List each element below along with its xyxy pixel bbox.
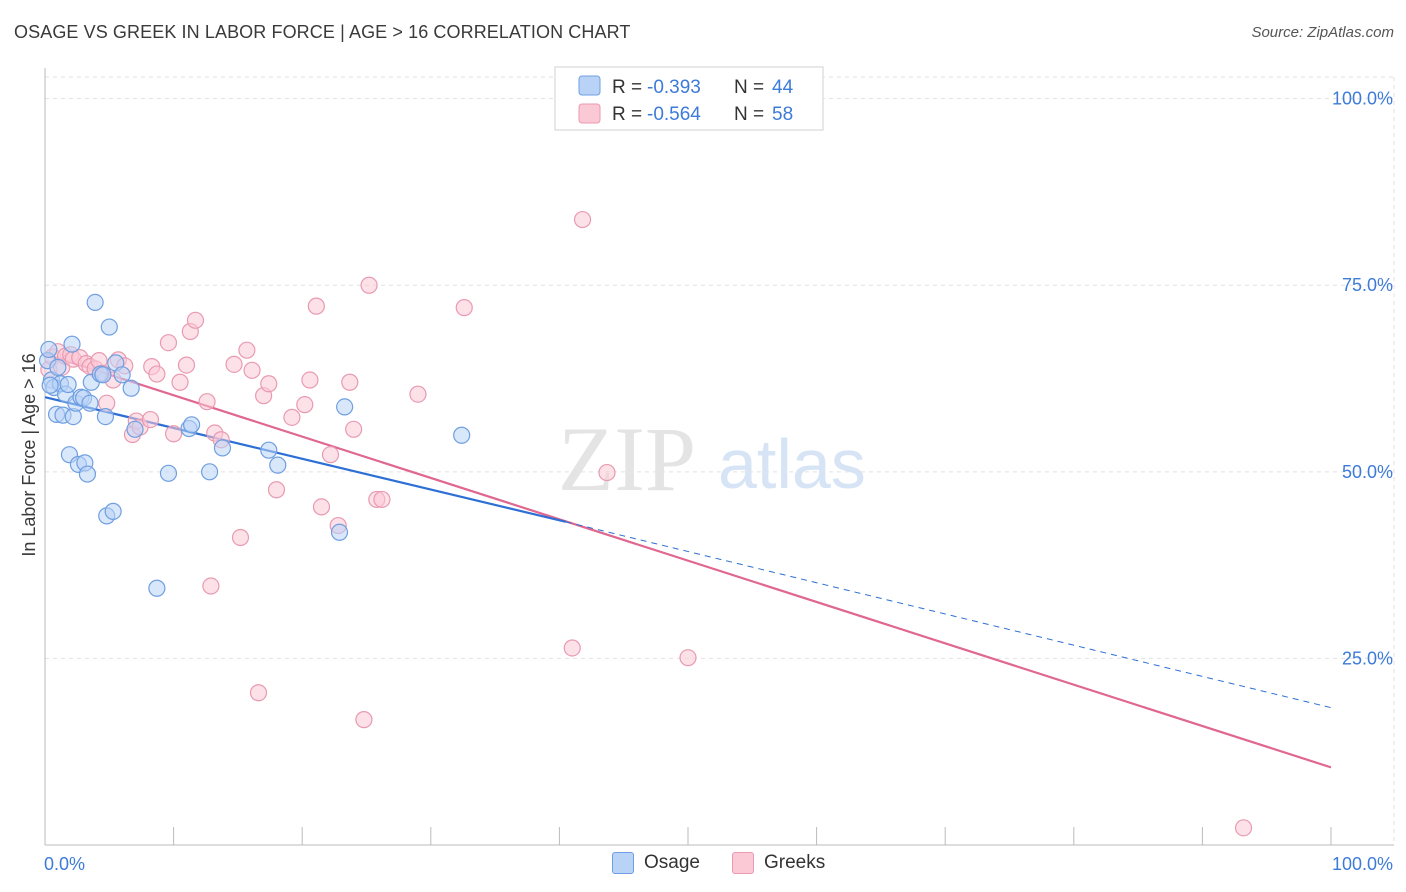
osage-point xyxy=(100,318,118,336)
osage-point xyxy=(41,376,59,394)
greeks-point xyxy=(312,498,331,516)
greeks-point xyxy=(563,639,581,657)
legend-r-value-2: -0.564 xyxy=(647,104,701,125)
legend-item-osage[interactable]: Osage xyxy=(612,852,700,874)
legend-n-value-1: 44 xyxy=(772,77,794,98)
osage-point xyxy=(49,358,67,376)
greeks-point xyxy=(249,684,268,702)
greeks-point xyxy=(260,375,278,393)
osage-point xyxy=(81,394,99,412)
legend-n-label-1: N = xyxy=(734,77,764,98)
osage-point xyxy=(453,426,471,444)
osage-point xyxy=(260,441,278,459)
greeks-point xyxy=(296,396,314,414)
greeks-point xyxy=(283,408,301,426)
osage-point xyxy=(122,379,140,397)
greeks-point xyxy=(679,649,697,667)
osage-point xyxy=(63,335,81,353)
y-tick-label: 100.0% xyxy=(1332,89,1393,109)
y-axis-label: In Labor Force | Age > 16 xyxy=(19,353,39,556)
legend-r-label-1: R = xyxy=(612,77,642,98)
greeks-point xyxy=(267,481,286,499)
legend-swatch-greeks xyxy=(578,103,601,124)
greeks-point xyxy=(455,299,473,317)
greeks-point xyxy=(231,528,250,547)
axes xyxy=(44,68,1394,846)
greeks-point xyxy=(360,276,378,294)
osage-point xyxy=(201,463,219,481)
osage-point xyxy=(336,398,354,416)
osage-point xyxy=(78,465,97,483)
greeks-point xyxy=(307,297,325,315)
osage-point xyxy=(59,375,77,394)
osage-point xyxy=(86,293,104,312)
y-tick-label: 25.0% xyxy=(1342,648,1393,668)
greeks-label: Greeks xyxy=(763,852,826,873)
y-tick-labels: 25.0% 50.0% 75.0% 100.0% xyxy=(1332,89,1393,669)
watermark: ZIP atlas xyxy=(558,408,866,510)
greeks-point xyxy=(1234,819,1253,837)
greeks-swatch xyxy=(731,852,754,874)
greeks-point xyxy=(141,410,160,429)
osage-point xyxy=(213,439,232,457)
watermark-atlas: atlas xyxy=(718,425,866,503)
legend-r-value-1: -0.393 xyxy=(647,77,701,98)
source-label: Source: ZipAtlas.com xyxy=(1251,24,1394,41)
greeks-point xyxy=(238,341,256,359)
greeks-point xyxy=(171,373,189,391)
legend-item-greeks[interactable]: Greeks xyxy=(731,852,826,874)
osage-point xyxy=(113,366,131,384)
greeks-point xyxy=(301,371,319,389)
greeks-point xyxy=(202,577,220,595)
osage-point xyxy=(330,523,349,541)
greeks-point xyxy=(225,355,243,373)
greeks-point xyxy=(198,393,216,411)
greeks-point xyxy=(373,490,391,509)
greeks-point xyxy=(243,361,261,379)
osage-point xyxy=(159,464,178,482)
x-tick-label: 0.0% xyxy=(44,854,85,874)
greeks-point xyxy=(159,334,178,352)
greeks-points xyxy=(40,210,1253,837)
osage-swatch xyxy=(612,852,634,874)
greeks-trend-line xyxy=(44,352,1332,769)
greeks-point xyxy=(345,420,363,438)
osage-point xyxy=(40,340,58,359)
greeks-point xyxy=(409,385,427,403)
chart-title: OSAGE VS GREEK IN LABOR FORCE | AGE > 16… xyxy=(14,22,631,42)
greeks-point xyxy=(165,425,183,443)
bottom-legend: Osage Greeks xyxy=(612,852,857,874)
greeks-point xyxy=(573,210,592,229)
greeks-point xyxy=(148,365,166,383)
greeks-point xyxy=(341,373,359,391)
legend-n-label-2: N = xyxy=(734,104,764,125)
legend-swatch-osage xyxy=(578,75,601,96)
x-tick-labels: 0.0% 100.0% xyxy=(44,854,1393,874)
osage-point xyxy=(269,456,287,474)
legend-r-label-2: R = xyxy=(612,104,642,125)
osage-point xyxy=(148,579,166,597)
osage-point xyxy=(96,408,115,426)
legend-n-value-2: 58 xyxy=(772,104,793,125)
stats-legend: R = -0.393 N = 44 R = -0.564 N = 58 xyxy=(554,66,824,131)
y-tick-label: 75.0% xyxy=(1342,275,1393,295)
osage-label: Osage xyxy=(644,852,700,873)
watermark-zip: ZIP xyxy=(558,408,696,510)
osage-point xyxy=(126,420,144,438)
greeks-point xyxy=(321,446,340,464)
osage-trend-extension xyxy=(565,521,1332,709)
osage-trend-line xyxy=(44,396,567,523)
greeks-point xyxy=(598,463,616,482)
greeks-point xyxy=(355,711,373,729)
x-tick-label: 100.0% xyxy=(1332,854,1393,874)
osage-point xyxy=(94,366,112,384)
osage-point xyxy=(183,416,201,434)
osage-points xyxy=(38,293,471,597)
greeks-point xyxy=(186,311,205,329)
osage-point xyxy=(104,502,122,520)
y-tick-label: 50.0% xyxy=(1342,462,1393,482)
greeks-point xyxy=(177,356,196,374)
